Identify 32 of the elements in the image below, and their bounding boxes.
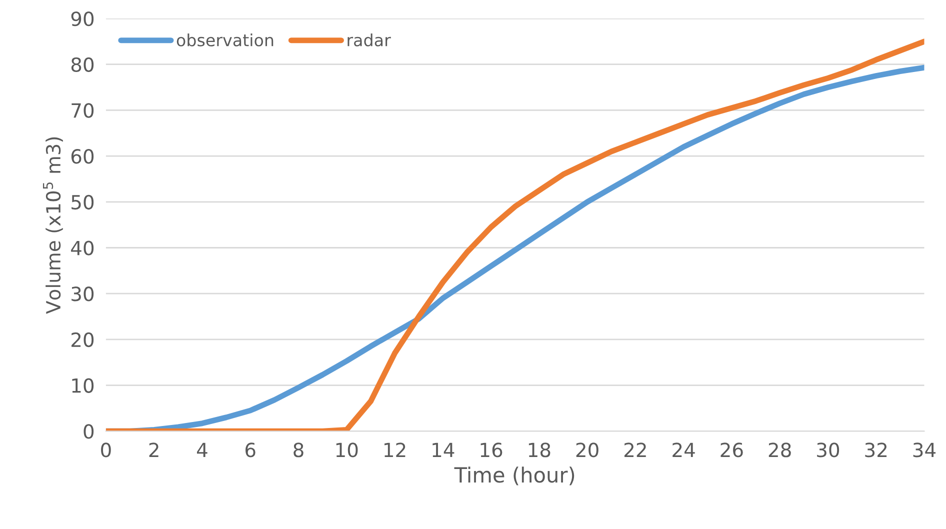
x-tick-label: 24 xyxy=(672,442,695,458)
legend-label: radar xyxy=(348,34,391,46)
y-axis-title: Volume (x10$^{5}$ m3) xyxy=(43,137,63,314)
x-tick-label: 32 xyxy=(865,442,887,458)
x-tick-label: 26 xyxy=(720,442,743,458)
y-tick-label: 80 xyxy=(71,57,94,72)
x-tick-label: 22 xyxy=(624,442,646,458)
x-tick-label: 10 xyxy=(336,442,358,458)
y-tick-label: 30 xyxy=(72,286,94,302)
x-tick-label: 20 xyxy=(576,442,598,458)
x-tick-label: 4 xyxy=(196,442,208,458)
x-tick-label: 34 xyxy=(913,442,936,458)
x-tick-label: 16 xyxy=(480,442,502,458)
x-axis-title: Time (hour) xyxy=(454,466,574,486)
y-tick-label: 60 xyxy=(71,149,94,164)
x-tick-label: 28 xyxy=(768,442,791,458)
y-tick-label: 0 xyxy=(84,424,94,439)
y-tick-label: 90 xyxy=(71,11,94,26)
legend-label: observation xyxy=(176,34,274,46)
x-tick-label: 12 xyxy=(384,442,406,458)
x-tick-label: 8 xyxy=(294,442,304,458)
x-tick-label: 18 xyxy=(528,442,550,458)
y-tick-label: 40 xyxy=(71,240,94,256)
y-tick-label: 50 xyxy=(72,194,94,210)
y-tick-label: 70 xyxy=(72,103,94,118)
x-tick-label: 6 xyxy=(246,442,256,458)
x-tick-label: 2 xyxy=(149,442,158,458)
x-tick-label: 14 xyxy=(432,442,454,458)
y-tick-label: 20 xyxy=(72,332,94,348)
y-tick-label: 10 xyxy=(72,378,94,393)
x-tick-label: 0 xyxy=(101,442,111,458)
x-tick-label: 30 xyxy=(817,442,840,458)
